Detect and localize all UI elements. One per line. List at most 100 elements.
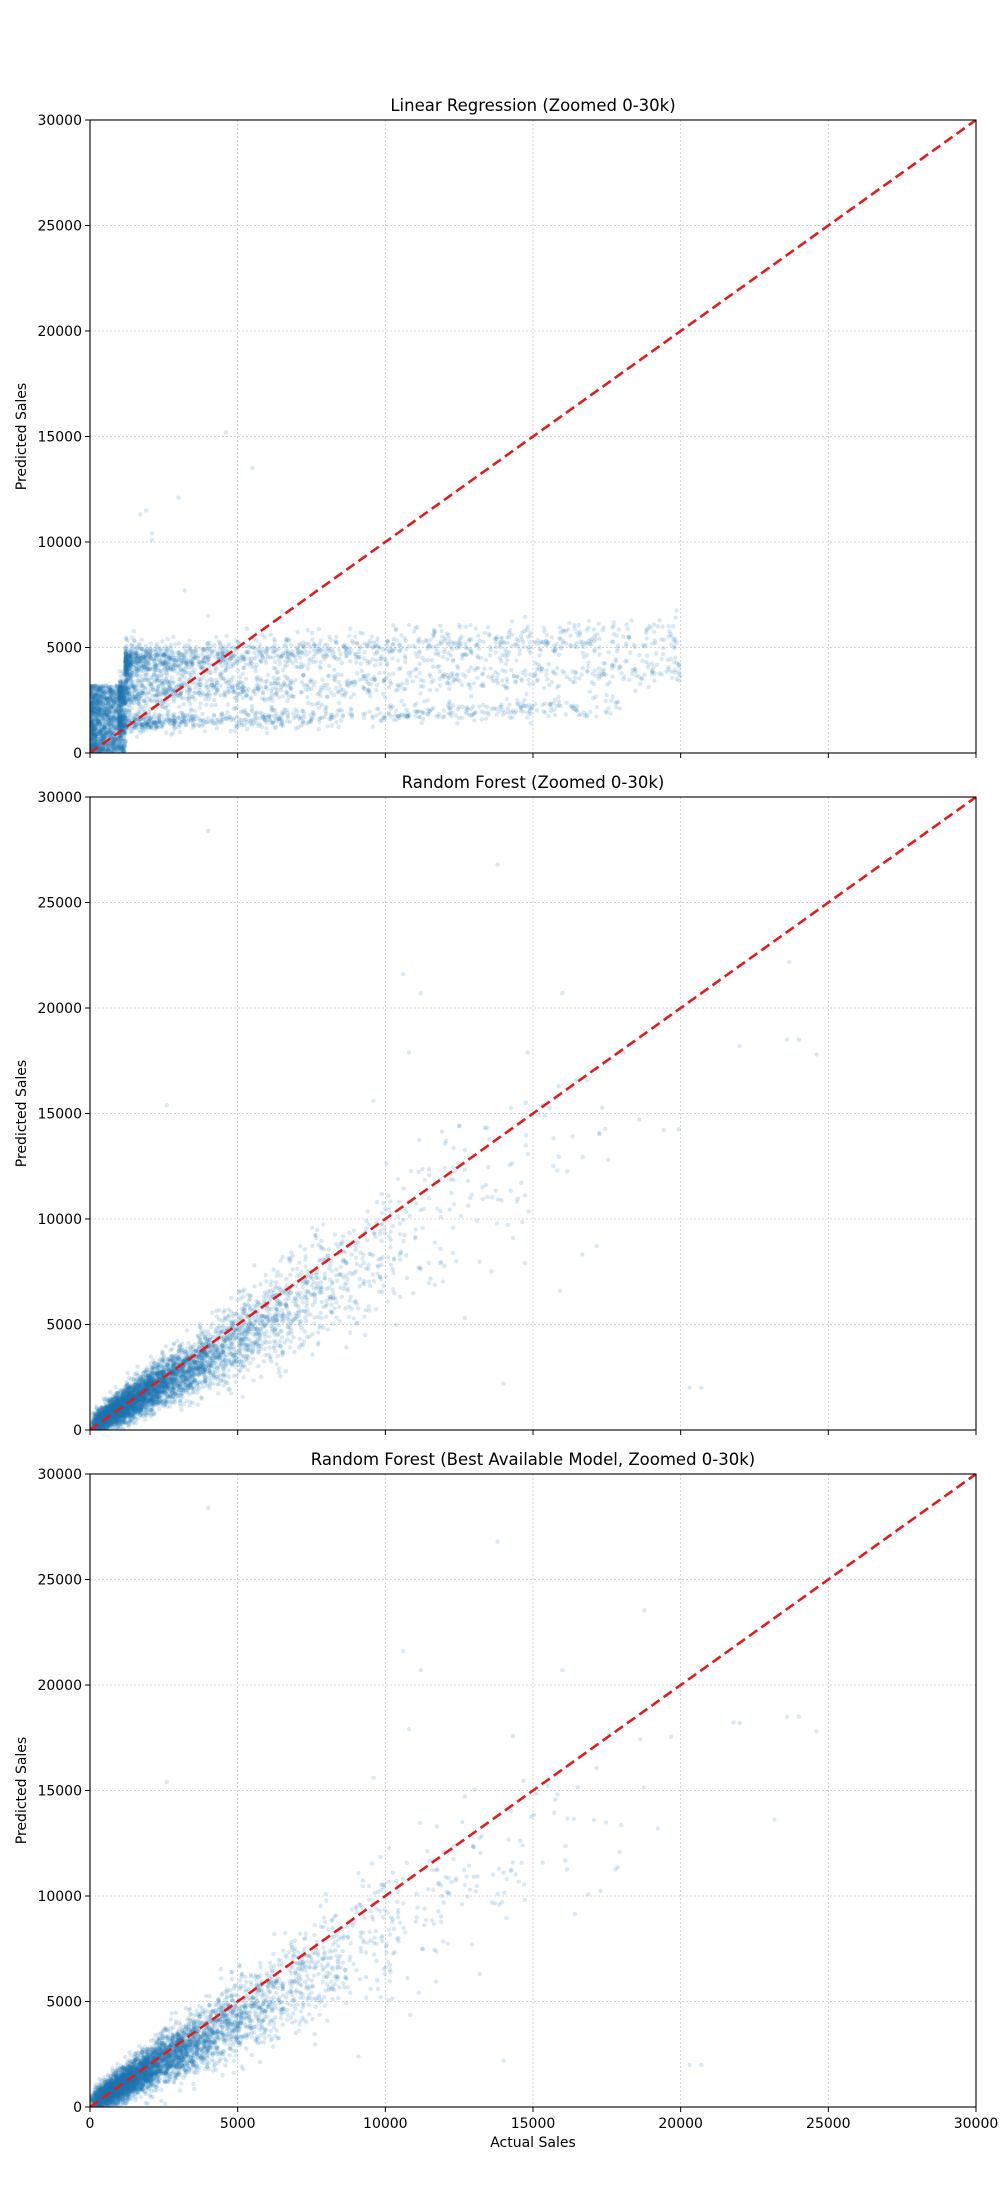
scatter-point (412, 709, 418, 714)
scatter-point (90, 716, 94, 721)
scatter-point (94, 718, 100, 723)
scatter-point (90, 723, 95, 729)
scatter-point (90, 736, 93, 741)
scatter-point (549, 679, 555, 685)
scatter-point (92, 711, 98, 716)
scatter-point (227, 714, 232, 720)
scatter-point (186, 665, 191, 671)
scatter-point (614, 699, 619, 705)
scatter-point (288, 642, 294, 648)
scatter-point (552, 712, 558, 718)
scatter-point (91, 699, 96, 704)
scatter-point (96, 731, 102, 736)
scatter-point (677, 678, 682, 683)
scatter-point (674, 640, 679, 645)
scatter-point (90, 699, 93, 704)
scatter-point (245, 712, 251, 718)
scatter-point (148, 641, 154, 646)
scatter-point (500, 678, 505, 683)
scatter-point (90, 737, 94, 742)
scatter-point (485, 710, 491, 715)
scatter-point (378, 661, 383, 667)
scatter-point (97, 692, 102, 697)
scatter-point (90, 723, 93, 728)
scatter-point (129, 670, 135, 676)
scatter-point (192, 667, 197, 672)
scatter-point (122, 708, 128, 713)
scatter-point (96, 720, 101, 725)
scatter-point (123, 699, 128, 705)
scatter-point (396, 666, 402, 672)
scatter-point (310, 630, 315, 636)
scatter-point (185, 687, 190, 692)
scatter-point (609, 698, 614, 703)
scatter-point (108, 720, 114, 726)
scatter-point (107, 695, 113, 700)
scatter-point (107, 726, 112, 731)
scatter-point (112, 713, 117, 719)
scatter-point (108, 746, 113, 751)
scatter-point (610, 674, 615, 679)
scatter-point (593, 673, 599, 678)
scatter-point (192, 708, 198, 713)
scatter-point (111, 741, 116, 747)
scatter-point (103, 701, 108, 706)
scatter-point (209, 651, 215, 656)
scatter-point (99, 724, 104, 729)
scatter-point (545, 677, 550, 682)
scatter-point (287, 719, 293, 724)
scatter-point (439, 628, 444, 634)
scatter-point (531, 673, 536, 678)
scatter-point (90, 702, 95, 707)
scatter-point (90, 736, 94, 741)
scatter-point (90, 741, 93, 746)
scatter-point (204, 702, 209, 708)
scatter-point (100, 717, 106, 722)
scatter-point (285, 713, 290, 719)
scatter-point (90, 706, 93, 711)
scatter-point (90, 744, 94, 749)
scatter-point (594, 704, 600, 710)
scatter-point (314, 701, 319, 707)
scatter-point (99, 708, 104, 713)
scatter-point (106, 701, 111, 706)
scatter-point (112, 740, 117, 745)
scatter-point (419, 720, 424, 725)
scatter-point (98, 700, 103, 705)
scatter-point (94, 713, 100, 719)
scatter-point (113, 743, 119, 749)
scatter-point (488, 647, 493, 653)
scatter-point (120, 696, 126, 701)
scatter-point (94, 705, 100, 711)
scatter-point (173, 642, 178, 647)
scatter-point (235, 668, 241, 673)
scatter-point (224, 680, 229, 685)
scatter-point (301, 672, 306, 678)
scatter-point (611, 619, 616, 625)
scatter-point (382, 670, 387, 675)
scatter-point (224, 633, 229, 639)
scatter-point (102, 747, 107, 752)
scatter-point (101, 726, 107, 731)
scatter-point (277, 661, 282, 667)
scatter-point (95, 725, 100, 730)
scatter-point (123, 710, 128, 715)
scatter-point (179, 652, 185, 658)
scatter-point (117, 718, 122, 723)
scatter-point (666, 624, 671, 629)
scatter-point (91, 728, 97, 733)
scatter-point (90, 720, 95, 725)
scatter-point (90, 730, 96, 735)
scatter-point (629, 618, 634, 623)
scatter-point (95, 740, 100, 746)
scatter-point (98, 746, 103, 752)
scatter-point (604, 693, 609, 698)
scatter-point (117, 701, 123, 706)
scatter-point (96, 731, 101, 736)
scatter-point (163, 705, 168, 711)
scatter-point (499, 635, 504, 640)
scatter-point (90, 714, 93, 719)
scatter-point (113, 739, 119, 744)
scatter-point (97, 721, 103, 726)
scatter-point (97, 686, 103, 691)
